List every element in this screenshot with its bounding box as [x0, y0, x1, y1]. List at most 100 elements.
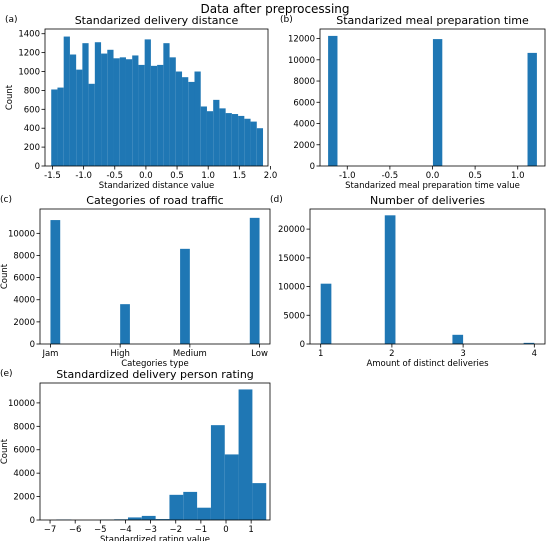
x-tick-label: -1.0 [339, 171, 356, 181]
bar [132, 55, 139, 167]
bar [182, 77, 189, 166]
bar [150, 65, 158, 166]
y-tick-label: 2000 [13, 318, 35, 328]
bar [384, 215, 396, 344]
bar [169, 57, 176, 166]
bar [138, 64, 145, 166]
bar [231, 114, 239, 166]
x-tick-label: 1.0 [201, 171, 215, 181]
panel-label: (c) [0, 195, 12, 205]
bar [225, 113, 232, 166]
x-tick-label: 2 [389, 349, 394, 359]
y-tick-label: 1000 [18, 68, 40, 78]
bar [113, 58, 120, 166]
y-tick-label: 4000 [293, 120, 315, 130]
axes-frame [44, 28, 269, 167]
bar [76, 69, 83, 166]
bar [175, 71, 183, 166]
y-tick-label: 400 [24, 124, 40, 134]
chart-title: Standardized delivery person rating [56, 368, 254, 381]
y-tick-label: 10000 [8, 399, 35, 409]
bar [238, 115, 245, 166]
y-axis-label: Count [5, 84, 15, 110]
y-tick-label: 0 [30, 516, 35, 526]
x-tick-label: 1 [248, 525, 253, 535]
y-tick-label: 20000 [278, 225, 305, 235]
bar [101, 53, 108, 166]
y-tick-label: 0 [310, 162, 315, 172]
y-tick-label: 1200 [18, 49, 40, 59]
x-tick-label: −7 [44, 525, 57, 535]
x-tick-label: 0.0 [139, 171, 153, 181]
y-tick-label: 0 [300, 340, 305, 350]
y-tick-label: 8000 [13, 422, 35, 432]
x-axis-label: Standarized meal preparation time value [345, 181, 520, 191]
x-axis-label: Categories type [121, 359, 189, 369]
axes-frame [39, 382, 271, 521]
bar [249, 217, 260, 344]
bar [224, 454, 239, 520]
bar [250, 121, 257, 166]
x-tick-label: 0.5 [468, 171, 482, 181]
bar [328, 35, 338, 166]
x-tick-label: 0.0 [426, 171, 440, 181]
bar [180, 248, 190, 344]
bar [244, 118, 251, 166]
bar [183, 491, 198, 520]
axes-frame [319, 28, 546, 167]
y-tick-label: 12000 [288, 35, 315, 45]
bar [432, 39, 443, 167]
bar [50, 220, 61, 344]
x-tick-label: 4 [532, 349, 537, 359]
x-axis-label: Amount of distinct deliveries [366, 359, 489, 369]
x-tick-label: −4 [119, 525, 132, 535]
x-tick-label: 0 [223, 525, 228, 535]
x-tick-label: -0.5 [106, 171, 123, 181]
bar [320, 283, 332, 344]
chart-title: Standarized delivery distance [75, 14, 239, 27]
bar [69, 54, 77, 166]
bar [144, 39, 151, 166]
axes-frame [39, 208, 271, 345]
bar [125, 59, 133, 166]
bar [213, 99, 220, 166]
x-tick-label: −6 [69, 525, 82, 535]
y-tick-label: 6000 [293, 98, 315, 108]
x-tick-label: 1 [318, 349, 323, 359]
bar [94, 42, 102, 166]
y-tick-label: 6000 [13, 274, 35, 284]
bar [256, 128, 264, 166]
bar [127, 517, 142, 520]
y-tick-label: 800 [24, 86, 40, 96]
y-tick-label: 8000 [13, 251, 35, 261]
bar [238, 389, 253, 520]
bar [452, 334, 464, 344]
x-tick-label: Jam [41, 349, 58, 359]
bar [523, 342, 535, 344]
bar [210, 425, 225, 520]
x-tick-label: -0.5 [382, 171, 399, 181]
panel-label: (d) [270, 195, 283, 205]
bar [194, 71, 201, 166]
bar [51, 89, 58, 166]
y-tick-label: 5000 [283, 311, 305, 321]
bar [188, 81, 195, 166]
bar [63, 36, 70, 166]
bar [219, 108, 226, 166]
y-tick-label: 0 [35, 162, 40, 172]
bar [57, 87, 64, 166]
y-tick-label: 2000 [293, 141, 315, 151]
figure-title: Data after preprocessing [200, 2, 349, 16]
y-tick-label: 200 [24, 143, 40, 153]
panel-label: (a) [5, 15, 18, 25]
y-tick-label: 6000 [13, 446, 35, 456]
bar [252, 483, 267, 520]
x-tick-label: Low [251, 349, 268, 359]
y-tick-label: 2000 [13, 493, 35, 503]
x-axis-label: Standarized distance value [99, 181, 215, 191]
x-tick-label: High [110, 349, 130, 359]
bar [197, 507, 211, 520]
chart-panel: -1.5 -1.0 -0.5 0.0 0.5 1.0 1.5 2.0 0 200 400 600 800… [5, 14, 277, 191]
bar [141, 515, 156, 520]
chart-panel: -1.0 -0.5 0.0 0.5 1.0 0 2000 4000 6000 8000 10000 1… [280, 14, 546, 191]
